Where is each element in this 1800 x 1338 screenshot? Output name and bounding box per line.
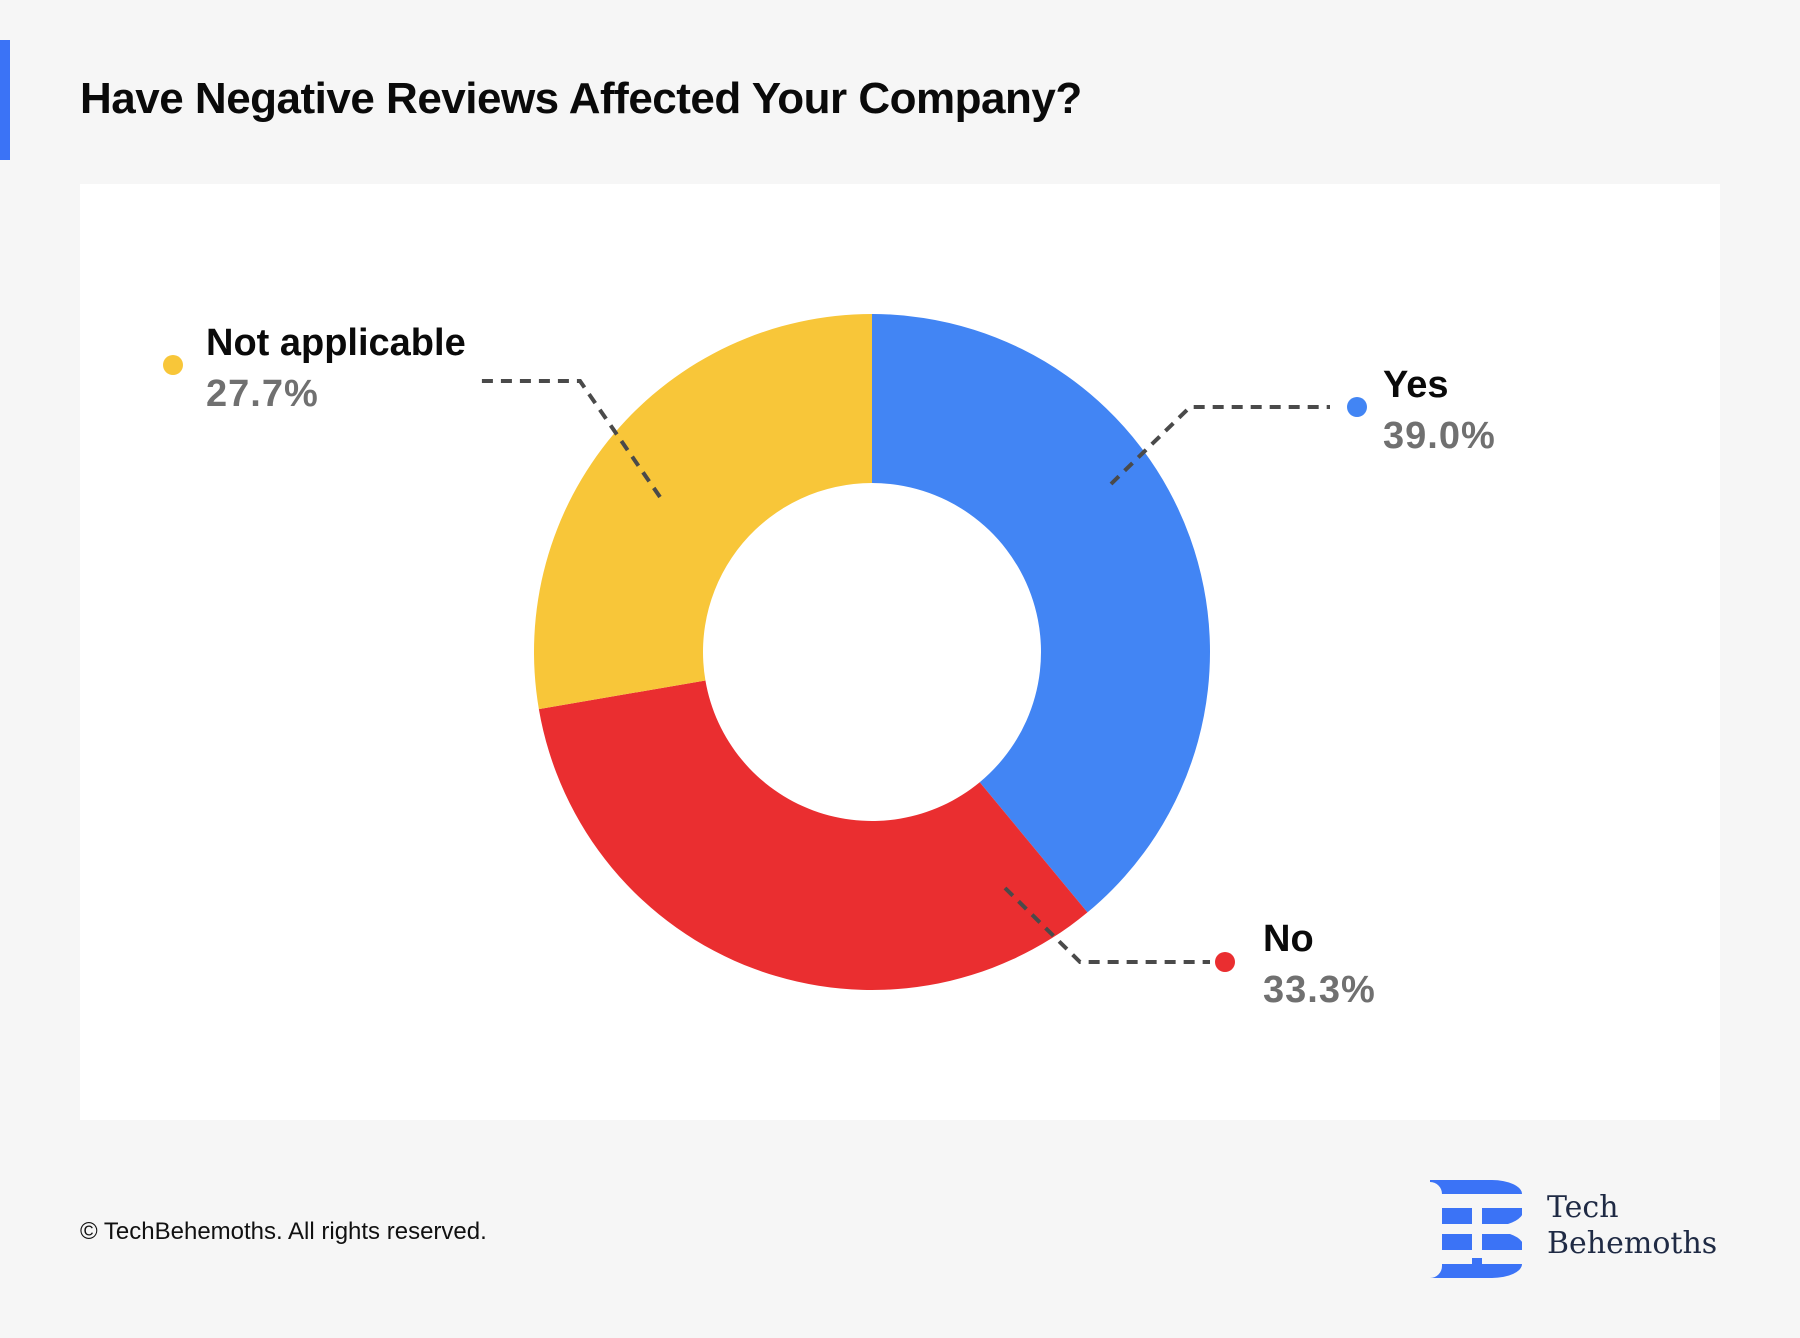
label-yes: Yes <box>1383 364 1449 406</box>
legend-dot-no <box>1215 952 1235 972</box>
slice-no <box>538 680 1088 990</box>
brand-line-2: Behemoths <box>1547 1226 1718 1261</box>
leader-line-no <box>1003 886 1210 964</box>
slice-yes <box>872 314 1211 913</box>
value-no: 33.3% <box>1263 969 1376 1011</box>
label-not-applicable: Not applicable <box>206 322 466 364</box>
legend-dot-not-applicable <box>163 355 183 375</box>
slice-not-applicable <box>534 314 872 710</box>
chart-title: Have Negative Reviews Affected Your Comp… <box>80 74 1082 123</box>
brand-line-1: Tech <box>1547 1190 1619 1225</box>
brand-name: Tech Behemoths <box>1547 1190 1717 1262</box>
copyright-text: © TechBehemoths. All rights reserved. <box>80 1218 487 1245</box>
techbehemoths-logo-icon <box>1430 1180 1522 1278</box>
legend-dot-yes <box>1347 397 1367 417</box>
value-not-applicable: 27.7% <box>206 373 319 415</box>
label-no: No <box>1263 918 1314 960</box>
accent-bar <box>0 40 10 160</box>
value-yes: 39.0% <box>1383 415 1496 457</box>
leader-line-not-applicable <box>478 379 662 499</box>
